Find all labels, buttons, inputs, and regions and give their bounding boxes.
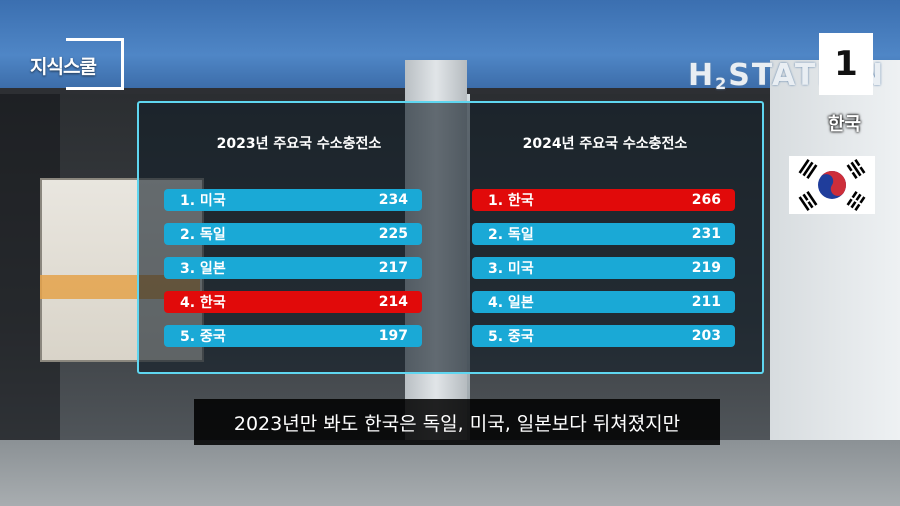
logo-frame bbox=[66, 38, 124, 90]
right-rank-row: 4. 일본 211 bbox=[472, 291, 735, 313]
left-rank-row: 1. 미국 234 bbox=[164, 189, 422, 211]
row-count: 217 bbox=[378, 260, 408, 276]
row-count: 203 bbox=[691, 328, 721, 344]
rank-country-label: 한국 bbox=[828, 114, 862, 135]
right-column-title: 2024년 주요국 수소충전소 bbox=[522, 136, 688, 152]
video-subtitle: 2023년만 봐도 한국은 독일, 미국, 일본보다 뒤쳐졌지만 bbox=[194, 399, 720, 445]
row-country: 4. 일본 bbox=[488, 295, 534, 311]
right-rank-row: 5. 중국 203 bbox=[472, 325, 735, 347]
right-rank-row: 2. 독일 231 bbox=[472, 223, 735, 245]
row-count: 197 bbox=[378, 328, 408, 344]
left-rank-row: 4. 한국 214 bbox=[164, 291, 422, 313]
ground bbox=[0, 440, 900, 506]
row-count: 225 bbox=[378, 226, 408, 242]
row-count: 231 bbox=[691, 226, 721, 242]
logo-text: 지식스쿨 bbox=[30, 56, 97, 78]
ranking-panel: 2023년 주요국 수소충전소 2024년 주요국 수소충전소 1. 미국 23… bbox=[137, 101, 764, 374]
pillar-right bbox=[770, 60, 900, 506]
right-rank-row: 1. 한국 266 bbox=[472, 189, 735, 211]
south-korea-flag-icon bbox=[789, 156, 875, 214]
row-country: 3. 일본 bbox=[180, 261, 226, 277]
row-country: 5. 중국 bbox=[488, 329, 534, 345]
left-column-title: 2023년 주요국 수소충전소 bbox=[216, 136, 382, 152]
left-rank-row: 2. 독일 225 bbox=[164, 223, 422, 245]
rank-number: 1 bbox=[834, 44, 858, 84]
row-count: 234 bbox=[378, 192, 408, 208]
rank-badge: 1 bbox=[819, 33, 873, 95]
row-count: 219 bbox=[691, 260, 721, 276]
row-country: 5. 중국 bbox=[180, 329, 226, 345]
row-count: 214 bbox=[378, 294, 408, 310]
right-rank-row: 3. 미국 219 bbox=[472, 257, 735, 279]
left-rank-row: 5. 중국 197 bbox=[164, 325, 422, 347]
row-count: 266 bbox=[691, 192, 721, 208]
row-country: 2. 독일 bbox=[488, 227, 534, 243]
station-sign-subscript: 2 bbox=[715, 74, 729, 93]
left-rank-row: 3. 일본 217 bbox=[164, 257, 422, 279]
row-country: 1. 한국 bbox=[488, 193, 534, 209]
row-country: 1. 미국 bbox=[180, 193, 226, 209]
row-country: 4. 한국 bbox=[180, 295, 226, 311]
station-sign-h: H bbox=[688, 58, 716, 93]
row-country: 2. 독일 bbox=[180, 227, 226, 243]
row-country: 3. 미국 bbox=[488, 261, 534, 277]
channel-logo: 지식스쿨 bbox=[30, 38, 124, 90]
row-count: 211 bbox=[691, 294, 721, 310]
